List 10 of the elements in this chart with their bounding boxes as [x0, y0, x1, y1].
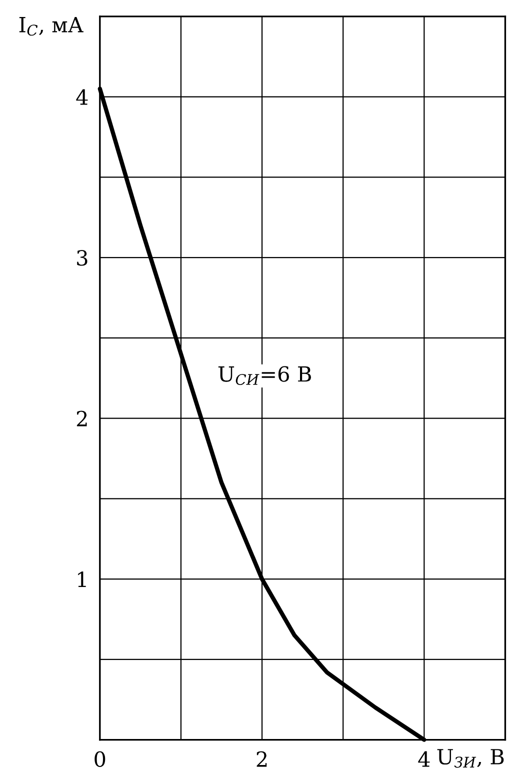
y-tick-label: 4: [76, 89, 88, 105]
x-tick-label: 4: [418, 751, 430, 767]
annotation: U$_{СИ}$=6 В: [218, 366, 311, 386]
y-axis-title: I$_{С}$, мА: [19, 17, 84, 36]
y-tick-label: 3: [77, 250, 88, 266]
y-tick-label: 1: [78, 571, 86, 587]
y-tick-label: 2: [76, 410, 87, 426]
x-axis-title: U$_{ЗИ}$, В: [437, 749, 504, 768]
x-tick-label: 0: [94, 751, 106, 768]
x-tick-label: 2: [256, 751, 267, 767]
